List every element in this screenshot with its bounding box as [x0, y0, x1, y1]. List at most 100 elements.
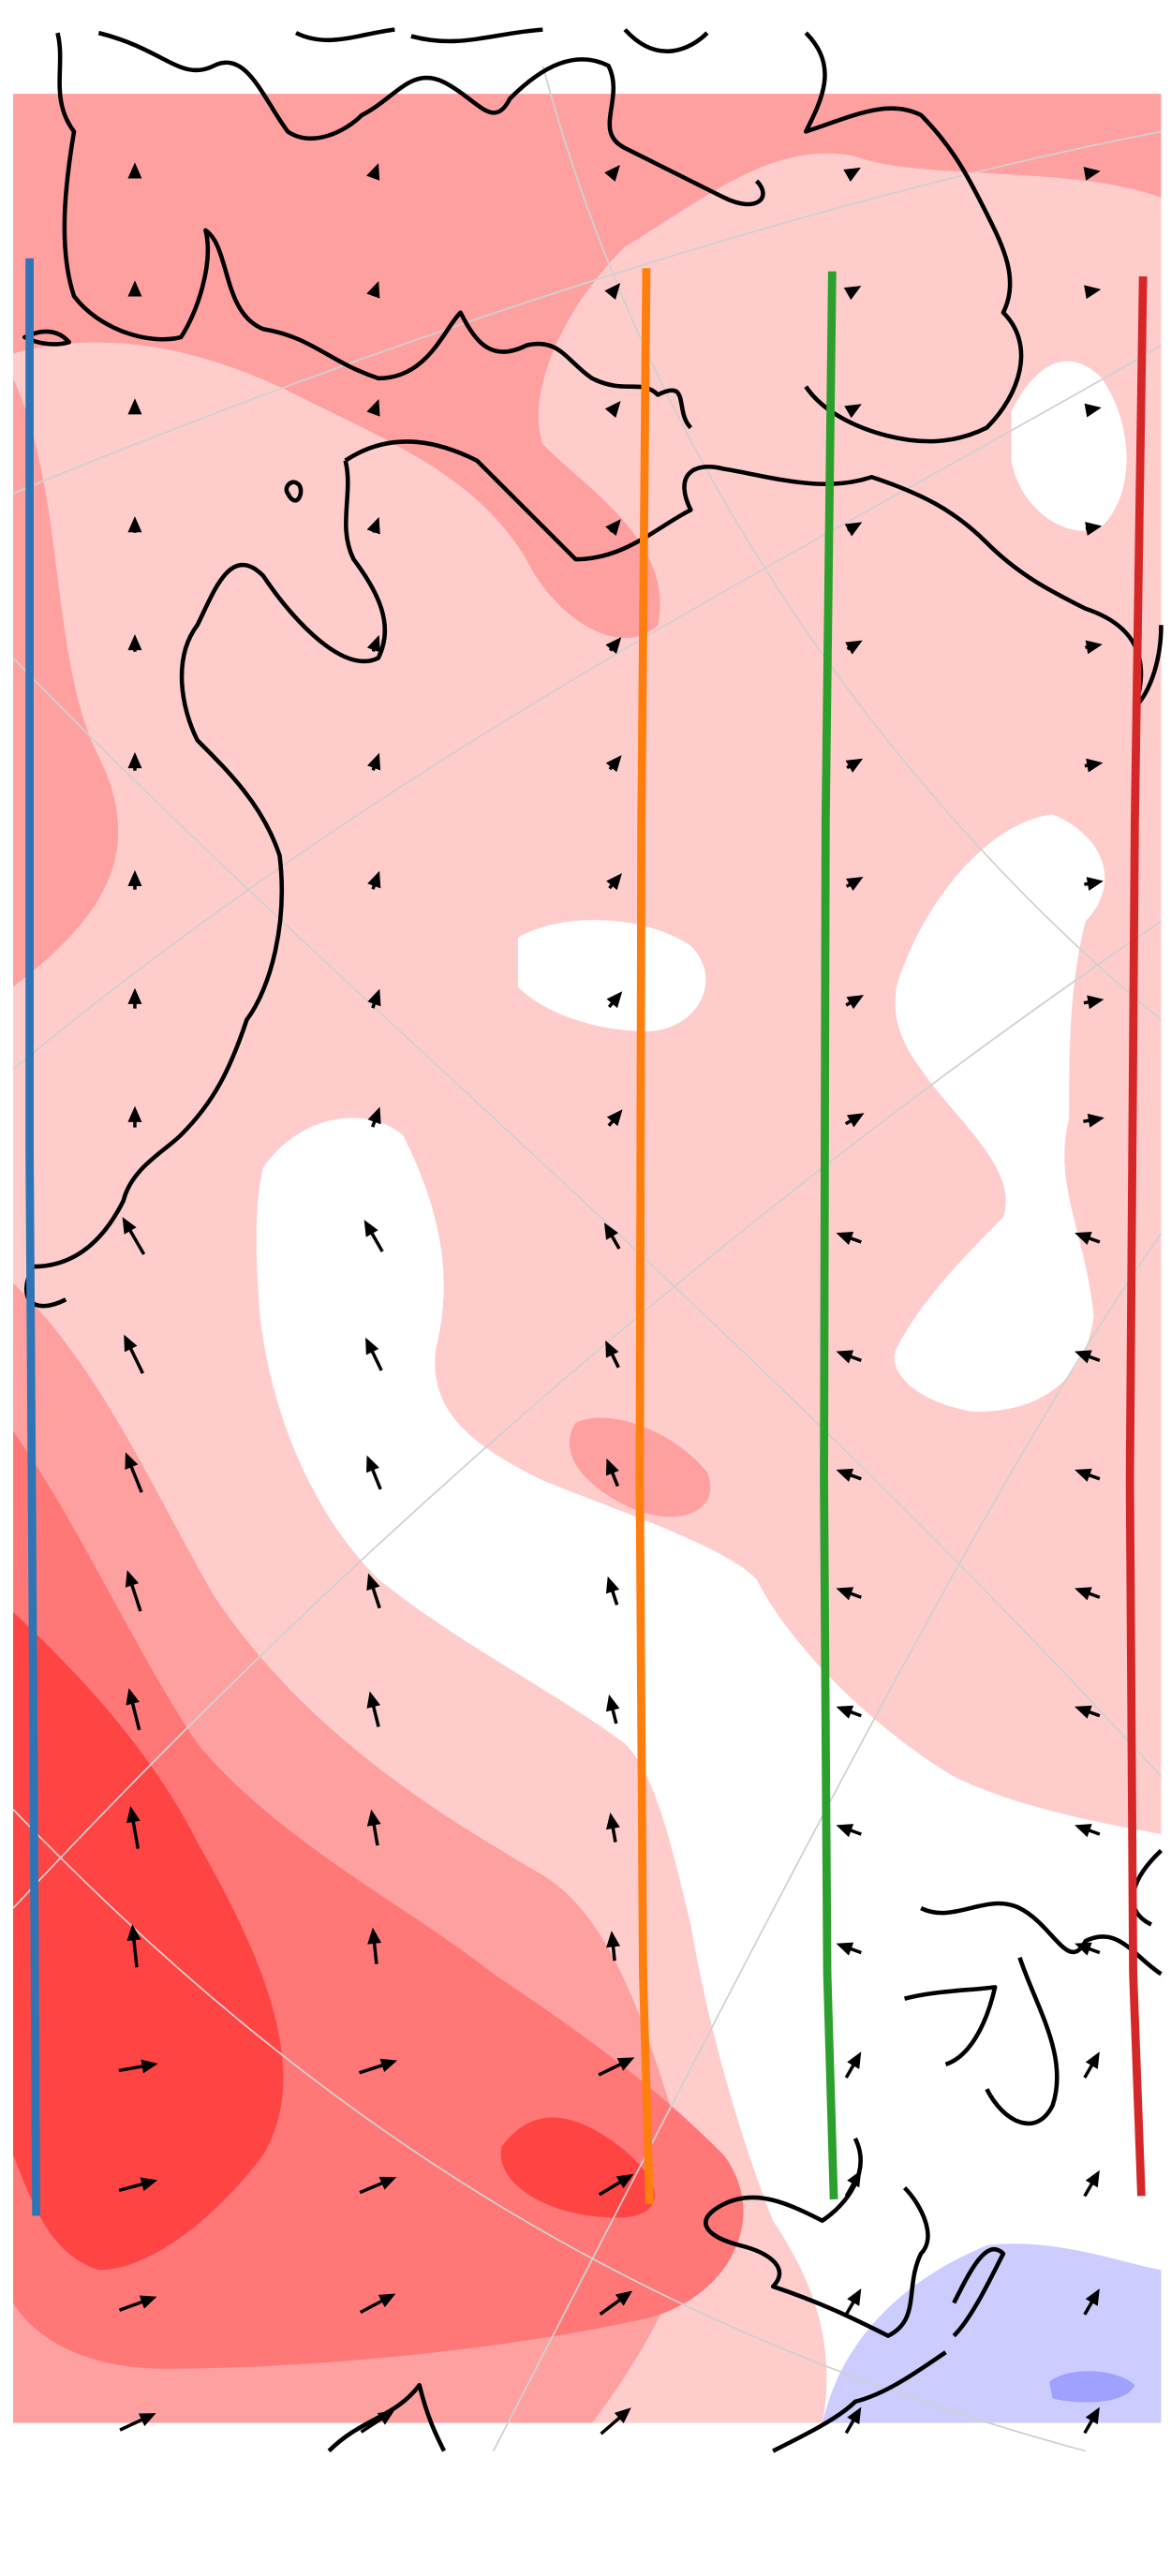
wind-arrow [1083, 1113, 1104, 1128]
wind-arrow [843, 167, 861, 182]
wind-arrow [127, 634, 142, 652]
wind-arrow [366, 398, 380, 417]
arrow-head [1075, 1231, 1092, 1246]
coastline [294, 27, 709, 54]
arrow-head [606, 1813, 620, 1830]
wind-arrow [604, 283, 621, 300]
wind-arrow [126, 1924, 141, 1968]
wind-arrow [606, 991, 623, 1009]
arrow-head [605, 1340, 619, 1358]
track-line [820, 271, 838, 2199]
arrow-head [1075, 1587, 1092, 1601]
wind-arrow [124, 1334, 145, 1374]
arrow-head [1087, 1113, 1104, 1128]
arrow-head [1084, 285, 1102, 300]
arrow-head [605, 755, 622, 773]
wind-arrow [599, 2290, 633, 2316]
wind-arrow [1083, 2288, 1100, 2316]
wind-arrow [1084, 403, 1102, 418]
arrow-head [836, 1231, 854, 1246]
arrow-head [1083, 167, 1101, 181]
wind-arrow [1075, 1705, 1101, 1719]
contour-level [1011, 361, 1127, 531]
wind-arrow [605, 1576, 620, 1606]
arrow-head [127, 751, 142, 769]
arrow-head [836, 1468, 854, 1482]
arrow-head [367, 988, 381, 1007]
arrow-head [378, 2293, 396, 2308]
arrow-head [367, 752, 381, 771]
wind-arrow [1085, 640, 1103, 655]
wind-arrow [127, 162, 142, 179]
arrow-head [366, 634, 380, 653]
wind-arrow [1075, 1350, 1101, 1364]
arrow-head [836, 1350, 854, 1364]
coastline [344, 439, 1164, 710]
wind-arrow [836, 1824, 862, 1838]
wind-arrow [836, 1587, 862, 1601]
wind-arrow [604, 164, 620, 182]
wind-arrow [606, 873, 622, 891]
wind-arrow [122, 1217, 146, 1255]
wind-arrow [126, 1688, 141, 1731]
track-line [25, 258, 41, 2216]
arrow-head [139, 2295, 157, 2309]
wind-arrow [605, 755, 622, 773]
arrow-head [1075, 1705, 1092, 1719]
arrow-head [605, 1576, 620, 1594]
wind-arrow [844, 522, 863, 537]
arrow-head [844, 522, 863, 537]
arrow-head [140, 2177, 158, 2192]
arrow-head [836, 1587, 854, 1601]
arrow-head [1085, 640, 1103, 655]
wind-arrow [844, 2406, 862, 2435]
coastline [23, 460, 388, 1309]
wind-arrow [125, 1570, 142, 1612]
arrow-head [847, 2288, 862, 2306]
wind-arrow [605, 519, 621, 537]
arrow-head [843, 286, 862, 301]
track-line [635, 268, 654, 2205]
arrow-head [606, 991, 623, 1009]
arrow-head [1085, 522, 1103, 536]
wind-arrow [367, 1106, 381, 1128]
wind-arrow [606, 1109, 623, 1127]
contour-level [518, 920, 706, 1032]
arrow-head [606, 1109, 623, 1127]
graticule-line [12, 130, 1162, 495]
arrow-head [127, 869, 142, 886]
arrow-head [843, 167, 861, 182]
wind-arrow [843, 286, 862, 301]
arrow-head [1085, 2051, 1100, 2069]
arrow-head [605, 637, 622, 655]
arrow-head [1086, 758, 1104, 773]
arrow-head [365, 1337, 379, 1355]
wind-arrow [367, 988, 381, 1009]
wind-arrow [359, 2058, 398, 2075]
coastline [55, 32, 693, 430]
arrow-head [615, 2173, 634, 2189]
wind-arrow [366, 1455, 382, 1490]
contour-level [13, 378, 119, 987]
arrow-head [1075, 1350, 1092, 1364]
arrow-head [1086, 877, 1104, 891]
wind-arrow [127, 1105, 142, 1128]
arrow-head [138, 2413, 156, 2427]
wind-arrow [845, 640, 863, 655]
wind-arrow [126, 1806, 141, 1849]
arrow-head [127, 280, 142, 297]
wind-arrow [598, 2173, 634, 2197]
arrow-head [845, 758, 864, 773]
wind-arrow [118, 2295, 157, 2312]
wind-arrow [127, 869, 142, 890]
arrow-head [366, 1573, 380, 1591]
arrow-head [836, 1824, 854, 1838]
wind-arrow [1084, 758, 1104, 773]
coastline [22, 329, 304, 503]
arrow-head [125, 1570, 140, 1588]
wind-arrow [365, 1337, 383, 1371]
arrow-head [363, 1220, 378, 1237]
wind-arrow [1075, 1824, 1101, 1838]
wind-arrow [605, 1340, 620, 1369]
